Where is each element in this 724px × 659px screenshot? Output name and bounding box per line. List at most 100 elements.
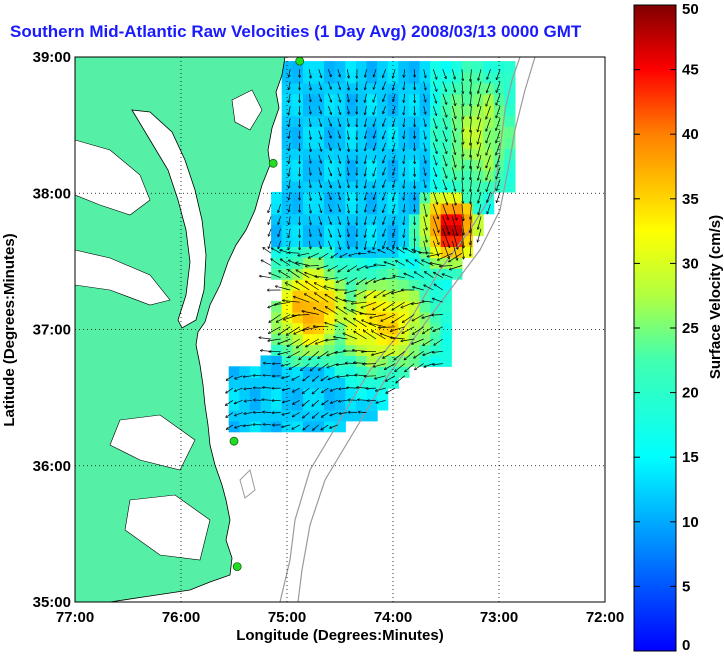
velocity-cell <box>334 257 346 269</box>
velocity-cell <box>345 191 357 204</box>
velocity-arrow <box>442 118 447 129</box>
velocity-arrow <box>423 204 427 216</box>
velocity-arrow <box>424 363 434 367</box>
velocity-cell <box>451 224 463 237</box>
velocity-cell <box>493 181 505 193</box>
velocity-arrow <box>268 338 281 341</box>
velocity-cell <box>355 399 368 411</box>
velocity-cell <box>260 420 272 433</box>
velocity-cell <box>355 159 368 171</box>
velocity-arrow <box>373 179 377 188</box>
velocity-cell <box>281 104 293 117</box>
velocity-arrow <box>347 130 348 140</box>
velocity-cell <box>377 61 389 73</box>
velocity-arrow <box>423 69 426 77</box>
velocity-arrow <box>442 191 448 205</box>
velocity-cell <box>419 344 431 356</box>
velocity-cell <box>472 181 484 193</box>
delaware-bay <box>231 89 263 131</box>
velocity-cell <box>419 268 431 280</box>
velocity-cell <box>504 159 516 171</box>
velocity-arrow <box>309 118 310 126</box>
bay-water <box>131 109 207 329</box>
velocity-arrow <box>414 81 415 90</box>
velocity-cell <box>292 148 304 160</box>
velocity-arrow <box>263 375 272 376</box>
velocity-cell <box>440 137 452 149</box>
velocity-arrow <box>281 259 291 266</box>
velocity-arrow <box>365 105 367 115</box>
velocity-arrow <box>383 154 386 163</box>
velocity-arrow <box>271 259 281 266</box>
velocity-arrow <box>496 179 501 191</box>
velocity-arrow <box>365 204 367 212</box>
velocity-arrow <box>282 363 291 366</box>
velocity-arrow <box>442 240 449 259</box>
velocity-arrow <box>322 400 329 404</box>
velocity-arrow <box>226 387 234 393</box>
velocity-arrow <box>298 252 310 255</box>
velocity-arrow <box>327 142 331 150</box>
velocity-arrow <box>306 281 319 291</box>
velocity-arrow <box>347 93 348 102</box>
velocity-arrow <box>365 240 367 249</box>
velocity-arrow <box>487 191 491 202</box>
velocity-cell <box>472 202 484 215</box>
velocity-cell <box>345 159 357 171</box>
velocity-cell <box>355 202 368 215</box>
velocity-arrow <box>263 424 272 425</box>
colorbar-tick-label: 25 <box>682 320 699 337</box>
velocity-cell <box>430 170 442 182</box>
velocity-cell <box>281 170 293 182</box>
velocity-cell <box>472 82 484 95</box>
velocity-cell <box>239 420 251 433</box>
velocity-cell <box>387 279 399 291</box>
velocity-arrow <box>365 228 367 237</box>
velocity-arrow <box>414 155 415 163</box>
velocity-arrow <box>344 318 358 328</box>
pamlico-sound <box>124 494 211 561</box>
velocity-cell <box>366 148 378 160</box>
velocity-cell <box>366 159 378 171</box>
velocity-arrow <box>461 228 464 248</box>
velocity-cell <box>313 93 325 106</box>
y-tick-label: 36:00 <box>33 458 71 475</box>
velocity-arrow <box>423 350 434 355</box>
velocity-arrow <box>423 228 427 242</box>
velocity-cell <box>430 72 442 84</box>
velocity-cell <box>451 202 463 215</box>
velocity-cell <box>313 388 325 400</box>
velocity-arrow <box>432 203 438 219</box>
velocity-arrow <box>309 351 320 359</box>
velocity-cell <box>461 170 474 182</box>
velocity-cell <box>387 213 399 226</box>
velocity-cell <box>472 104 484 117</box>
velocity-cell <box>345 311 357 324</box>
velocity-arrow <box>269 228 272 236</box>
grid-lines <box>75 57 605 602</box>
x-tick-label: 76:00 <box>162 609 200 626</box>
colorbar-tick-label: 10 <box>682 514 699 531</box>
velocity-cell <box>313 159 325 171</box>
velocity-cell <box>239 399 251 411</box>
velocity-cell <box>461 115 474 128</box>
velocity-cell <box>377 366 389 378</box>
velocity-cell <box>355 213 368 226</box>
velocity-cell <box>271 399 283 411</box>
velocity-arrow <box>486 142 491 155</box>
velocity-arrow <box>442 69 446 78</box>
velocity-cell <box>366 300 378 313</box>
velocity-arrow <box>347 69 348 78</box>
velocity-cell <box>313 202 325 215</box>
velocity-arrow <box>309 105 310 114</box>
velocity-cell <box>281 82 293 95</box>
velocity-arrow <box>317 265 329 270</box>
velocity-cell <box>313 409 325 422</box>
velocity-arrow <box>357 277 367 285</box>
velocity-cell <box>355 311 368 324</box>
velocity-cell <box>408 300 421 313</box>
velocity-arrow <box>278 338 291 344</box>
velocity-arrow <box>452 216 457 235</box>
velocity-arrow <box>365 191 367 200</box>
velocity-cell <box>472 72 484 84</box>
